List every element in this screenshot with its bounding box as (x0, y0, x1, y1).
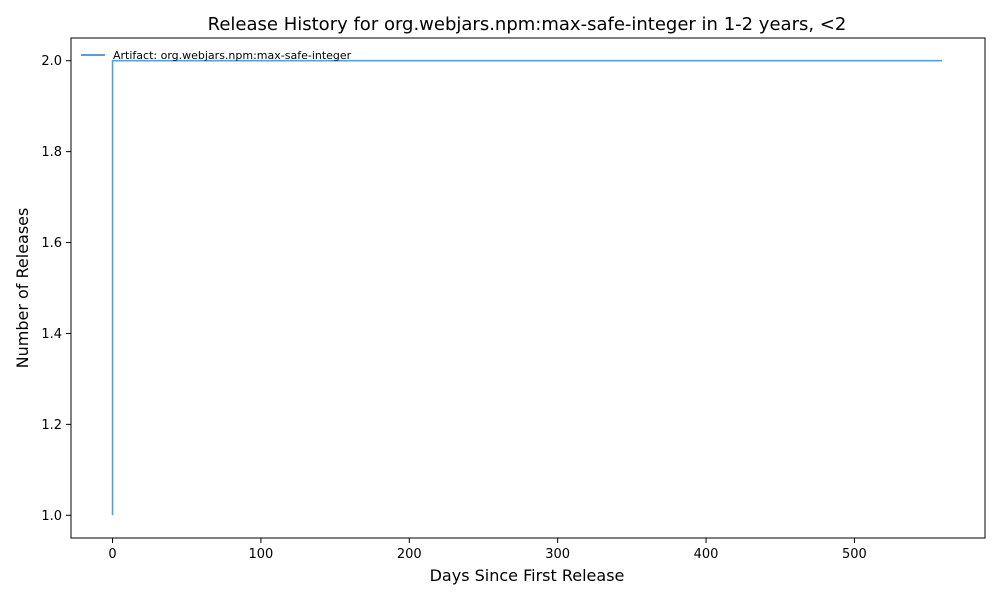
y-tick-label: 1.6 (41, 236, 62, 251)
legend: Artifact: org.webjars.npm:max-safe-integ… (81, 49, 352, 62)
series-layer (111, 59, 942, 516)
x-axis: 0 100 200 300 400 500 (108, 538, 867, 562)
y-tick-label: 1.8 (41, 145, 62, 160)
x-axis-label: Days Since First Release (430, 566, 625, 585)
y-axis-label: Number of Releases (13, 208, 32, 369)
x-tick-label: 200 (397, 547, 422, 562)
legend-entry: Artifact: org.webjars.npm:max-safe-integ… (113, 49, 352, 62)
x-tick-label: 100 (249, 547, 274, 562)
plot-area-frame (70, 37, 986, 539)
y-tick-label: 1.4 (41, 327, 62, 342)
y-tick-label: 2.0 (41, 54, 62, 69)
chart-title: Release History for org.webjars.npm:max-… (208, 14, 847, 35)
y-tick-label: 1.2 (41, 418, 62, 433)
x-tick-label: 400 (694, 547, 719, 562)
y-tick-label: 1.0 (41, 509, 62, 524)
x-tick-label: 300 (545, 547, 570, 562)
series-line (111, 59, 942, 516)
x-tick-label: 0 (108, 547, 116, 562)
y-axis: 1.0 1.2 1.4 1.6 1.8 2.0 (41, 54, 71, 524)
x-tick-label: 500 (842, 547, 867, 562)
